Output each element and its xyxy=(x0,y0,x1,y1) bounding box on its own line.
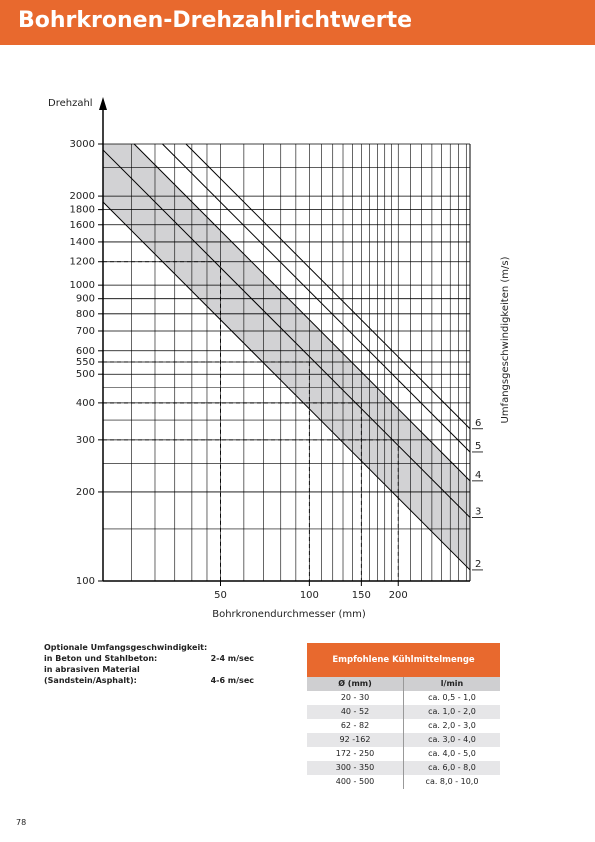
x-tick-label: 100 xyxy=(300,590,319,601)
y-tick-label: 100 xyxy=(76,576,95,587)
speed-line xyxy=(133,143,471,482)
table-row: 172 - 250 ca. 4,0 - 5,0 xyxy=(307,747,500,761)
table-cell: ca. 0,5 - 1,0 xyxy=(403,691,500,705)
table-cell: ca. 2,0 - 3,0 xyxy=(403,719,500,733)
x-axis-label: Bohrkronendurchmesser (mm) xyxy=(212,609,366,620)
chart: 1002003004005005506007008009001000120014… xyxy=(48,97,511,620)
y-tick-label: 550 xyxy=(76,357,95,368)
y-axis-label: Drehzahl xyxy=(48,98,93,109)
x-tick-label: 150 xyxy=(352,590,371,601)
notes-value: 2-4 m/sec xyxy=(210,654,254,663)
table-cell: 62 - 82 xyxy=(340,721,370,730)
table-cell: 40 - 52 xyxy=(340,707,370,716)
notes-row: (Sandstein/Asphalt): 4-6 m/sec xyxy=(44,675,254,686)
notes-label: in abrasiven Material xyxy=(44,665,140,674)
speed-line xyxy=(102,201,471,571)
y2-axis-label: Umfangsgeschwindigkeiten (m/s) xyxy=(500,256,511,423)
table-cell: ca. 6,0 - 8,0 xyxy=(403,761,500,775)
column-header: Ø (mm) xyxy=(338,679,372,688)
y-tick-label: 300 xyxy=(76,435,95,446)
page-title: Bohrkronen-Drehzahlrichtwerte xyxy=(18,8,413,33)
legend-label: 6 xyxy=(475,418,481,429)
table-cell: 400 - 500 xyxy=(335,777,375,786)
notes-value: 4-6 m/sec xyxy=(210,676,254,685)
notes-row: in abrasiven Material xyxy=(44,664,254,675)
y-tick-label: 600 xyxy=(76,346,95,357)
table-cell: 300 - 350 xyxy=(335,763,375,772)
legend-label: 2 xyxy=(475,559,481,570)
title-bar: Bohrkronen-Drehzahlrichtwerte xyxy=(0,0,595,45)
coolant-table: Empfohlene Kühlmittelmenge Ø (mm) l/min 20 … xyxy=(307,643,500,789)
y-tick-label: 1800 xyxy=(70,205,95,216)
notes-label: (Sandstein/Asphalt): xyxy=(44,676,137,685)
y-tick-label: 2000 xyxy=(70,191,95,202)
notes: Optionale Umfangsgeschwindigkeit: in Beto… xyxy=(44,642,254,686)
y-tick-label: 1600 xyxy=(70,220,95,231)
legend-label: 4 xyxy=(475,470,481,481)
x-tick-label: 200 xyxy=(389,590,408,601)
table-cell: 92 -162 xyxy=(339,735,371,744)
notes-label: in Beton und Stahlbeton: xyxy=(44,654,158,663)
y-tick-label: 200 xyxy=(76,487,95,498)
table-cell: 172 - 250 xyxy=(335,749,375,758)
y-tick-label: 700 xyxy=(76,326,95,337)
table-cell: 20 - 30 xyxy=(340,693,370,702)
table-cell: ca. 3,0 - 4,0 xyxy=(403,733,500,747)
y-tick-label: 1400 xyxy=(70,237,95,248)
y-tick-label: 400 xyxy=(76,398,95,409)
page-number: 78 xyxy=(16,818,27,827)
table-row: 20 - 30 ca. 0,5 - 1,0 xyxy=(307,691,500,705)
legend-label: 3 xyxy=(475,506,481,517)
table-row: 62 - 82 ca. 2,0 - 3,0 xyxy=(307,719,500,733)
y-tick-label: 1200 xyxy=(70,257,95,268)
y-axis-arrow xyxy=(99,97,107,110)
y-tick-label: 1000 xyxy=(70,280,95,291)
table-cell: ca. 4,0 - 5,0 xyxy=(403,747,500,761)
y-tick-label: 500 xyxy=(76,369,95,380)
notes-title: Optionale Umfangsgeschwindigkeit: xyxy=(44,643,208,652)
table-cell: ca. 8,0 - 10,0 xyxy=(403,775,500,789)
table-cell: ca. 1,0 - 2,0 xyxy=(403,705,500,719)
table-title: Empfohlene Kühlmittelmenge xyxy=(307,643,500,677)
speed-line xyxy=(162,143,471,453)
table-row: 300 - 350 ca. 6,0 - 8,0 xyxy=(307,761,500,775)
table-header: Ø (mm) l/min xyxy=(307,677,500,691)
speed-line xyxy=(185,143,471,430)
y-tick-label: 900 xyxy=(76,294,95,305)
y-tick-label: 3000 xyxy=(70,139,95,150)
legend-label: 5 xyxy=(475,441,481,452)
table-row: 92 -162 ca. 3,0 - 4,0 xyxy=(307,733,500,747)
speed-line xyxy=(102,149,471,518)
table-row: 40 - 52 ca. 1,0 - 2,0 xyxy=(307,705,500,719)
column-header: l/min xyxy=(403,677,500,691)
table-row: 400 - 500 ca. 8,0 - 10,0 xyxy=(307,775,500,789)
x-tick-label: 50 xyxy=(214,590,227,601)
notes-row: in Beton und Stahlbeton: 2-4 m/sec xyxy=(44,653,254,664)
speed-band xyxy=(103,144,470,570)
y-tick-label: 800 xyxy=(76,309,95,320)
